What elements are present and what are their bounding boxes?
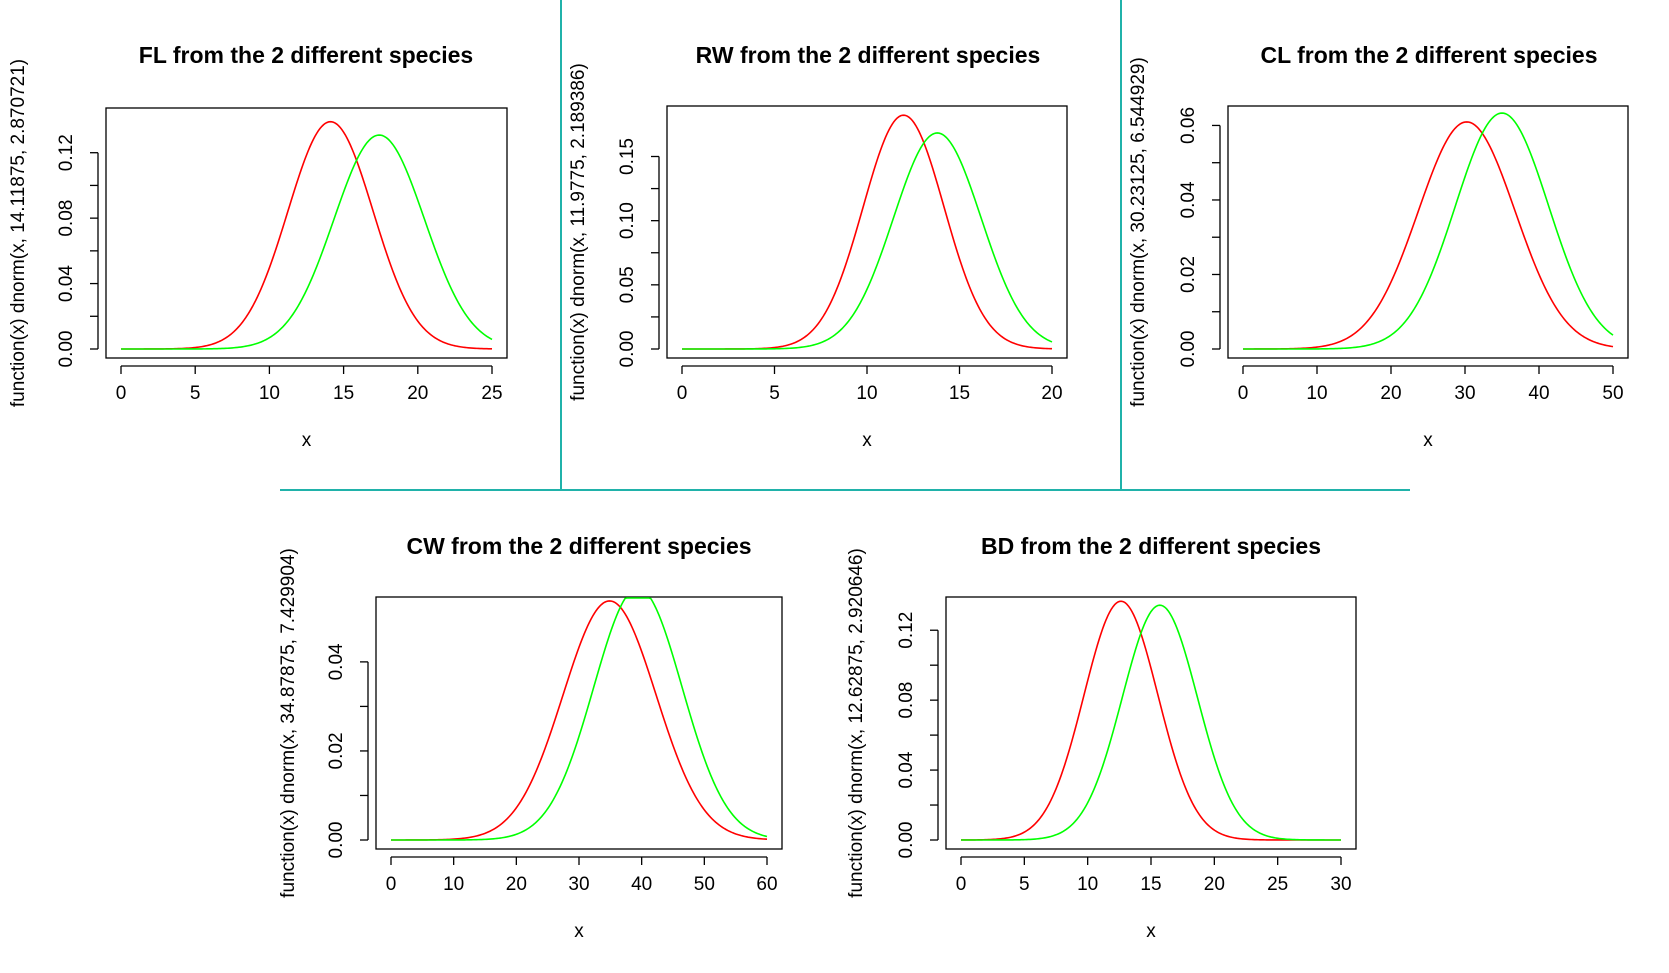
- y-tick-label: 0.06: [1178, 107, 1199, 144]
- y-tick-label: 0.02: [326, 732, 347, 769]
- y-tick-label: 0.10: [617, 202, 638, 239]
- x-axis-label: x: [862, 430, 872, 451]
- panel-dividers: [280, 0, 1410, 491]
- green-density-curve: [391, 597, 768, 841]
- x-tick-label: 5: [1019, 874, 1030, 895]
- x-axis-label: x: [1146, 921, 1156, 942]
- plot-frame: [945, 596, 1357, 850]
- x-tick-label: 50: [694, 874, 715, 895]
- chart-cl: CL from the 2 different species 0 10 20 30 40…: [1128, 42, 1629, 451]
- x-tick-label: 60: [756, 874, 777, 895]
- y-tick-label: 0.00: [617, 331, 638, 368]
- x-tick-label: 10: [1306, 383, 1327, 404]
- x-tick-label: 0: [386, 874, 397, 895]
- x-tick-label: 5: [190, 383, 201, 404]
- y-axis-label: function(x) dnorm(x, 12.62875, 2.920646): [846, 548, 867, 898]
- x-tick-label: 25: [481, 383, 502, 404]
- y-tick-label: 0.12: [56, 134, 77, 171]
- red-density-curve: [960, 600, 1341, 841]
- x-tick-label: 20: [1380, 383, 1401, 404]
- x-tick-label: 20: [1041, 383, 1062, 404]
- x-tick-label: 10: [259, 383, 280, 404]
- y-tick-label: 0.05: [617, 266, 638, 303]
- x-axis-label: x: [574, 921, 584, 942]
- x-tick-label: 0: [956, 874, 967, 895]
- y-tick-label: 0.00: [326, 822, 347, 859]
- y-tick-label: 0.08: [56, 200, 77, 237]
- y-tick-label: 0.12: [896, 612, 917, 649]
- chart-cw: CW from the 2 different species 0 10 20 30 40…: [278, 533, 783, 942]
- chart-title: BD from the 2 different species: [981, 533, 1321, 559]
- x-axis-label: x: [302, 430, 312, 451]
- y-axis-label: function(x) dnorm(x, 14.11875, 2.870721): [8, 59, 29, 407]
- chart-title: CW from the 2 different species: [406, 533, 751, 559]
- x-tick-label: 15: [949, 383, 970, 404]
- x-tick-label: 20: [506, 874, 527, 895]
- x-tick-label: 10: [1077, 874, 1098, 895]
- green-density-curve: [961, 604, 1341, 841]
- chart-fl: FL from the 2 different species 0 5 10 15 20 2…: [8, 42, 508, 451]
- x-tick-label: 15: [1140, 874, 1161, 895]
- y-tick-label: 0.00: [1178, 331, 1199, 368]
- chart-rw: RW from the 2 different species 0 5 10 15 20 x…: [568, 42, 1068, 451]
- x-tick-label: 0: [1238, 383, 1249, 404]
- x-axis-label: x: [1423, 430, 1433, 451]
- red-density-curve: [1243, 121, 1614, 350]
- x-tick-label: 30: [1454, 383, 1475, 404]
- y-tick-label: 0.00: [896, 822, 917, 859]
- chart-bd: BD from the 2 different species 0 5 10 15 20 2…: [846, 533, 1357, 942]
- y-tick-label: 0.04: [326, 643, 347, 680]
- x-tick-label: 10: [856, 383, 877, 404]
- green-density-curve: [682, 132, 1053, 350]
- x-tick-label: 10: [443, 874, 464, 895]
- x-tick-label: 15: [333, 383, 354, 404]
- chart-title: CL from the 2 different species: [1261, 42, 1598, 68]
- y-tick-label: 0.04: [1178, 181, 1199, 218]
- y-tick-label: 0.08: [896, 682, 917, 719]
- y-tick-label: 0.04: [896, 751, 917, 788]
- x-tick-label: 30: [1330, 874, 1351, 895]
- x-tick-label: 0: [116, 383, 127, 404]
- chart-title: FL from the 2 different species: [139, 42, 473, 68]
- plot-frame: [1227, 105, 1629, 359]
- x-tick-label: 20: [407, 383, 428, 404]
- charts-group: FL from the 2 different species 0 5 10 15 20 2…: [8, 42, 1629, 942]
- y-axis-label: function(x) dnorm(x, 11.9775, 2.189386): [568, 63, 589, 401]
- y-tick-label: 0.00: [56, 331, 77, 368]
- x-tick-label: 50: [1602, 383, 1623, 404]
- green-density-curve: [1243, 112, 1614, 350]
- plot-frame: [105, 107, 508, 359]
- red-density-curve: [121, 120, 493, 350]
- x-tick-label: 25: [1267, 874, 1288, 895]
- green-density-curve: [121, 134, 493, 350]
- x-tick-label: 40: [631, 874, 652, 895]
- x-tick-label: 30: [568, 874, 589, 895]
- y-tick-label: 0.02: [1178, 256, 1199, 293]
- plot-frame: [666, 105, 1068, 359]
- x-tick-label: 5: [769, 383, 780, 404]
- red-density-curve: [391, 600, 768, 841]
- plot-frame: [375, 596, 783, 850]
- y-tick-label: 0.04: [56, 265, 77, 302]
- x-tick-label: 0: [677, 383, 688, 404]
- chart-title: RW from the 2 different species: [696, 42, 1041, 68]
- red-density-curve: [682, 114, 1053, 350]
- y-tick-label: 0.15: [617, 138, 638, 175]
- x-tick-label: 20: [1204, 874, 1225, 895]
- y-axis-label: function(x) dnorm(x, 34.87875, 7.429904): [278, 548, 299, 898]
- y-axis-label: function(x) dnorm(x, 30.23125, 6.544929): [1128, 57, 1149, 407]
- x-tick-label: 40: [1528, 383, 1549, 404]
